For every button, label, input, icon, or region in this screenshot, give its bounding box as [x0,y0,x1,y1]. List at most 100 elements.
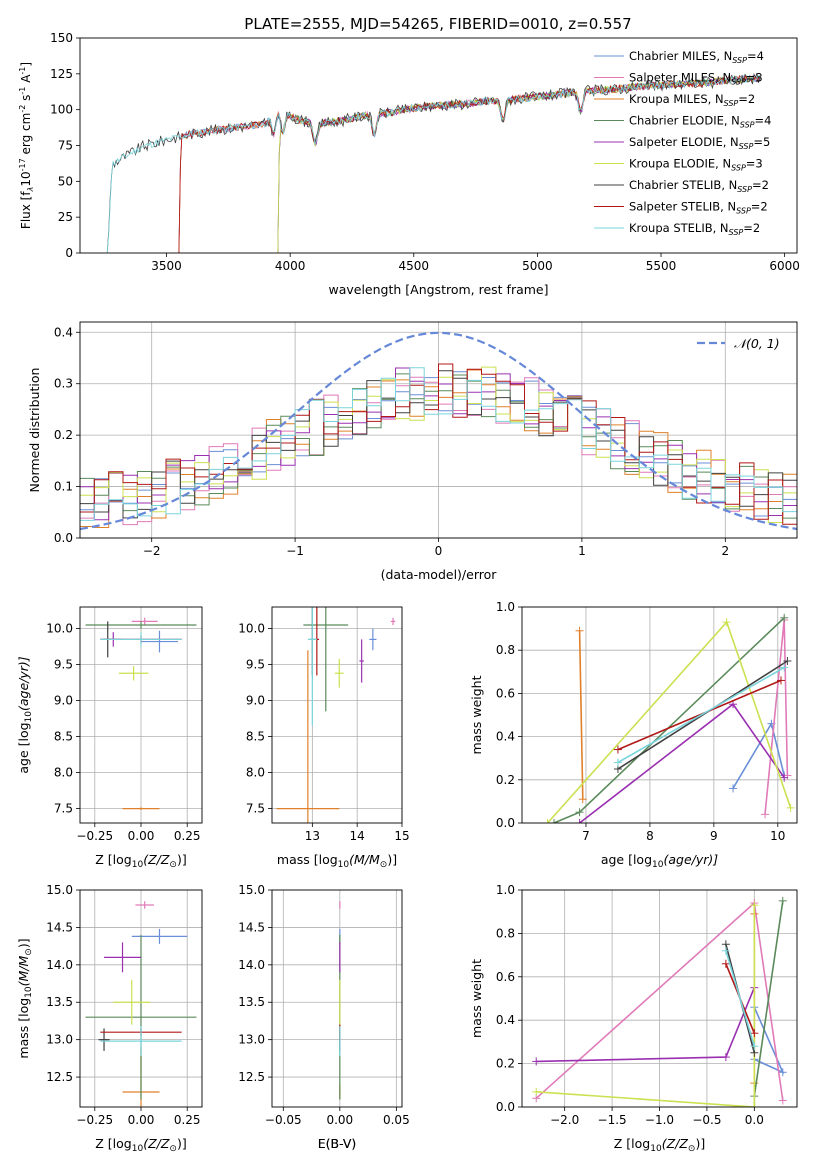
weight-marker [778,1096,787,1105]
x-label-sub: 10 [132,1144,144,1154]
errorbar-chabrier_miles [141,630,178,653]
axes-frame [79,889,203,1108]
y-tick-label: 10.0 [238,622,265,636]
y-tick-label: 25 [58,210,73,224]
y-tick-label: 0.4 [496,730,515,744]
x-label-sun: ⊙ [688,1144,696,1154]
weight-marker [778,896,787,905]
y-tick-label: 0.4 [54,325,73,339]
x-tick-label: 0.00 [128,829,155,843]
axes-frame [521,889,798,1108]
x-axis-label: Z [log10(Z/Z⊙)] [614,1136,705,1154]
y-axis-label: mass weight [469,675,484,754]
weight-line-kroupa_stelib [617,666,785,764]
legend-eq: =2 [751,200,768,214]
legend-name: Salpeter ELODIE, N [629,135,739,149]
y-tick-label: 12.5 [238,1070,265,1084]
y-tick-label: 0 [65,246,73,260]
x-label-main: E(B-V) [318,1136,357,1151]
weight-marker [575,808,584,817]
x-label-rest: (Z/Z [143,852,170,867]
x-label-main: mass [log [277,852,338,867]
y-label-rest: (age/yr)] [16,656,31,711]
legend-eq: =4 [747,49,764,63]
y-tick-label: 0.6 [496,970,515,984]
y-axis-label: age [log10(age/yr)] [16,656,34,773]
x-label-sun: ⊙ [169,860,177,870]
y-tick-label: 75 [58,139,73,153]
legend-name: Kroupa MILES, N [629,92,724,106]
y-tick-label: 0.0 [496,816,515,830]
weight-marker [721,946,730,955]
ebv-mass-panel: −0.05 0.00 0.05 12.5 13.0 13.5 14.0 14.5 15.0 E(B… [238,883,409,1151]
weight-marker [532,1087,541,1096]
weight-marker [777,676,786,685]
y-tick-label: 0.8 [496,926,515,940]
x-label-sub: 10 [338,860,350,870]
x-axis-label: (data-model)/error [381,567,498,582]
weight-marker [721,1053,730,1062]
residuals-panel: −2 −1 0 1 2 0.0 0.1 0.2 0.3 0.4 𝒩(0, 1) (data-model… [27,321,798,582]
weight-marker [750,1103,759,1107]
errorbar-salpeter_elodie [359,639,364,683]
x-tick-label: 0.00 [128,1113,155,1127]
errorbar-chabrier_miles [131,928,188,944]
y-tick-label: 9.5 [246,658,265,672]
y-axis-label: Flux [fλ10-17 erg cm-2 s-1 A-1] [18,62,35,229]
x-tick-label: 0 [435,544,443,558]
y-tick-label: 14.0 [238,958,265,972]
y-label-unit: A [19,74,33,87]
y-label-exp: -1 [18,87,27,95]
legend-sub: SSP [724,99,739,108]
axes-frame [271,889,403,1108]
errorbar-salpeter_miles [131,617,158,625]
y-label-main: mass [log [16,998,31,1059]
legend-eq: =4 [755,114,772,128]
legend-sub: SSP [736,207,751,216]
errorbar-chabrier_elodie [85,621,197,629]
x-label-end: )] [387,852,397,867]
errorbar-chabrier_elodie [303,607,349,712]
y-tick-label: 0.0 [496,1100,515,1114]
y-tick-label: 0.2 [54,428,73,442]
y-tick-label: 125 [50,67,73,81]
x-tick-label: 0.00 [326,1113,353,1127]
legend-entry: Salpeter ELODIE, NSSP=5 [629,135,770,151]
x-tick-label: −1.5 [598,1113,627,1127]
weight-marker [722,618,731,627]
y-tick-label: 14.5 [46,920,73,934]
weight-marker [780,773,789,782]
weight-line-chabrier_miles [732,721,785,789]
y-label-end: )] [16,938,31,948]
errorbar-kroupa_elodie [118,666,149,681]
axes-frame [271,606,403,824]
legend-eq: =2 [738,92,755,106]
legend-sub: SSP [732,56,747,65]
y-tick-label: 9.0 [54,694,73,708]
y-tick-label: 1.0 [496,600,515,614]
y-axis-label: mass weight [469,959,484,1038]
x-label-main: Z [log [95,852,131,867]
weight-marker [761,810,770,819]
y-tick-label: 0.3 [54,377,73,391]
errorbar-kroupa_stelib [307,607,317,726]
x-tick-label: 5000 [522,259,553,273]
y-tick-label: 0.1 [54,480,73,494]
weight-line-kroupa_elodie [547,620,792,823]
y-label-exp: -17 [18,158,27,171]
y-label-sub: λ [26,187,35,193]
y-tick-label: 8.0 [54,766,73,780]
x-label-sub: 10 [652,860,664,870]
histogram-salpeter_stelib [80,363,797,525]
errorbar-kroupa_miles [122,807,160,811]
weight-line-chabrier_elodie [553,617,785,823]
x-axis-label: Z [log10(Z/Z⊙)] [95,852,186,870]
y-label-sun: ⊙ [24,948,34,956]
legend-name: Salpeter STELIB, N [629,200,736,214]
errorbar-chabrier_miles [369,628,377,651]
y-tick-label: 13.0 [238,1033,265,1047]
y-tick-label: 13.5 [238,995,265,1009]
y-tick-label: 0.2 [496,773,515,787]
